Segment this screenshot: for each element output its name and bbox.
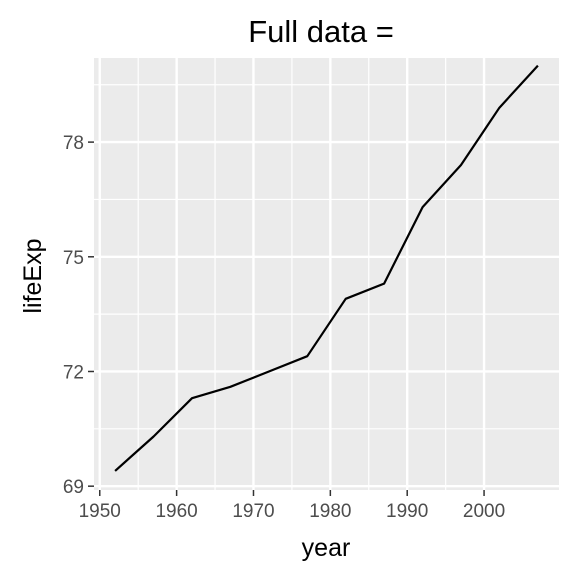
y-axis-title: lifeExp (19, 238, 47, 313)
y-tick-label: 72 (63, 362, 84, 383)
x-tick-label: 1970 (232, 501, 274, 522)
x-axis-title: year (302, 534, 351, 562)
y-tick-label: 75 (63, 248, 84, 269)
y-tick-label: 78 (63, 133, 84, 154)
x-tick-label: 1990 (386, 501, 428, 522)
y-tick-label: 69 (63, 477, 84, 498)
x-tick-label: 1960 (155, 501, 197, 522)
axes: 1950 1960 1970 1980 1990 2000 69 72 75 78 (63, 133, 505, 522)
x-tick-label: 1950 (79, 501, 121, 522)
chart-title: Full data = (248, 14, 394, 49)
series-line (114, 64, 539, 472)
x-tick-label: 1980 (309, 501, 351, 522)
gridlines (94, 58, 559, 490)
x-tick-label: 2000 (463, 501, 505, 522)
